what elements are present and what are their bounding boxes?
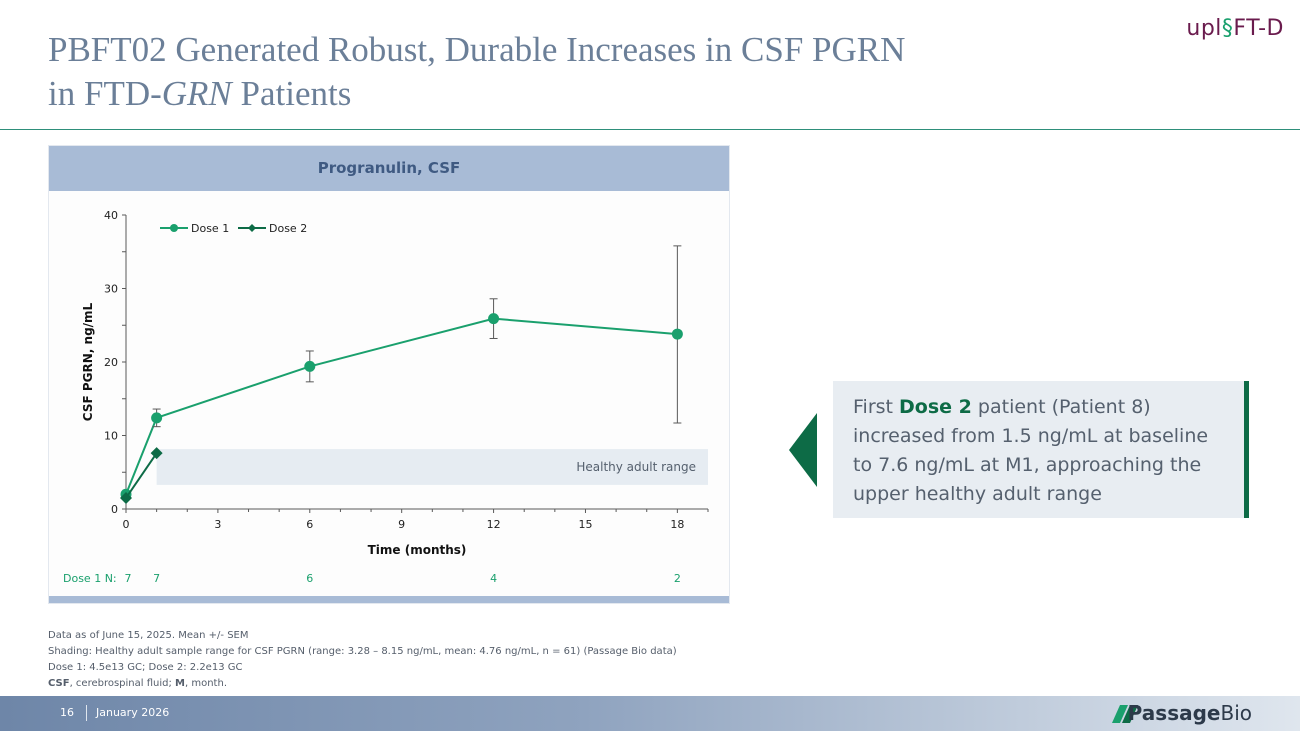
x-tick-label: 9 bbox=[398, 518, 405, 531]
n-row-value: 6 bbox=[306, 572, 313, 585]
y-tick-label: 10 bbox=[104, 430, 118, 443]
footnote-line-1: Data as of June 15, 2025. Mean +/- SEM bbox=[48, 630, 249, 641]
legend-dose2-label: Dose 2 bbox=[269, 222, 307, 235]
dna-helix-icon: § bbox=[1221, 16, 1234, 41]
x-tick-label: 15 bbox=[578, 518, 592, 531]
title-line-2-prefix: in FTD- bbox=[48, 74, 162, 113]
x-tick-label: 3 bbox=[214, 518, 221, 531]
slide-footer: 16 January 2026 PassageBio bbox=[0, 696, 1300, 731]
y-tick-label: 20 bbox=[104, 356, 118, 369]
footer-date: January 2026 bbox=[96, 706, 170, 719]
n-row-value: 2 bbox=[674, 572, 681, 585]
callout-text-pre: First bbox=[853, 396, 900, 418]
dose2-callout: First Dose 2 patient (Patient 8) increas… bbox=[833, 381, 1249, 518]
passage-bio-logo: PassageBio bbox=[1128, 701, 1252, 725]
dose1-data-point bbox=[304, 360, 316, 372]
healthy-range-band bbox=[156, 449, 708, 485]
chart-panel-title: Progranulin, CSF bbox=[49, 146, 729, 191]
healthy-range-label: Healthy adult range bbox=[576, 460, 696, 474]
pgrn-line-chart: Healthy adult range 0 10 20 30 40 0 3 6 9 12 15 18 Ti… bbox=[63, 209, 709, 585]
x-tick-label: 12 bbox=[487, 518, 501, 531]
dose2-data-point bbox=[120, 491, 132, 504]
title-line-2-italic: GRN bbox=[161, 74, 232, 113]
footnote-abbrev-csf: CSF bbox=[48, 678, 70, 689]
uplift-d-logo: upl§FT-D bbox=[1186, 16, 1284, 41]
page-number: 16 bbox=[60, 706, 74, 719]
footnote-abbrev-m: M bbox=[175, 678, 185, 689]
dose1-data-point bbox=[151, 412, 163, 424]
legend-dose1-marker bbox=[170, 224, 178, 232]
dose1-data-point bbox=[488, 313, 500, 325]
title-divider bbox=[0, 129, 1300, 130]
dose2-data-point bbox=[150, 447, 163, 460]
y-tick-label: 40 bbox=[104, 209, 118, 222]
x-tick-label: 0 bbox=[123, 518, 130, 531]
n-row-value: 7 bbox=[153, 572, 160, 585]
y-tick-label: 0 bbox=[111, 503, 118, 516]
logo-text-part2: FT-D bbox=[1233, 16, 1284, 41]
n-row-label: Dose 1 N: bbox=[63, 572, 117, 585]
footnote-line-4: CSF, cerebrospinal fluid; M, month. bbox=[48, 676, 677, 692]
chart-panel-footer-bar bbox=[49, 596, 729, 603]
brand-text-part1: Passage bbox=[1127, 701, 1221, 725]
footnote-line-3: Dose 1: 4.5e13 GC; Dose 2: 2.2e13 GC bbox=[48, 662, 243, 673]
legend-dose1-label: Dose 1 bbox=[191, 222, 229, 235]
chart-panel: Progranulin, CSF bbox=[48, 145, 730, 604]
x-tick-label: 18 bbox=[670, 518, 684, 531]
callout-pointer-arrow bbox=[789, 413, 817, 487]
legend-dose2-marker bbox=[248, 224, 256, 232]
footnote-line-2: Shading: Healthy adult sample range for … bbox=[48, 646, 677, 657]
logo-text-part1: upl bbox=[1186, 16, 1222, 41]
callout-text-post: patient (Patient 8) increased from 1.5 n… bbox=[853, 396, 1209, 505]
dose1-data-point bbox=[671, 328, 683, 340]
x-tick-label: 6 bbox=[306, 518, 313, 531]
x-axis-title: Time (months) bbox=[368, 543, 467, 557]
footer-separator bbox=[86, 705, 87, 721]
footnotes: Data as of June 15, 2025. Mean +/- SEM S… bbox=[48, 628, 677, 692]
n-row-value: 7 bbox=[125, 572, 132, 585]
y-axis-title: CSF PGRN, ng/mL bbox=[81, 302, 95, 421]
n-row-value: 4 bbox=[490, 572, 497, 585]
dose2-series-line bbox=[125, 452, 158, 499]
passage-bio-logo-icon bbox=[1112, 705, 1138, 723]
footnote-abbrev-csf-def: , cerebrospinal fluid; bbox=[69, 678, 176, 689]
footnote-abbrev-m-def: , month. bbox=[185, 678, 227, 689]
slide-title: PBFT02 Generated Robust, Durable Increas… bbox=[48, 28, 1048, 116]
y-tick-label: 30 bbox=[104, 283, 118, 296]
brand-text-part2: Bio bbox=[1220, 701, 1252, 725]
title-line-1: PBFT02 Generated Robust, Durable Increas… bbox=[48, 30, 906, 69]
title-line-2-suffix: Patients bbox=[231, 74, 352, 113]
callout-text-bold: Dose 2 bbox=[899, 396, 972, 418]
